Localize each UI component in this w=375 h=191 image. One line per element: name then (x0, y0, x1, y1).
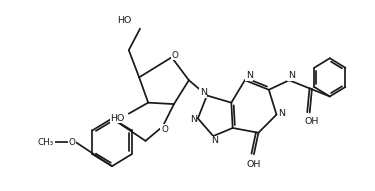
Text: HO: HO (117, 15, 131, 25)
Text: O: O (161, 125, 168, 134)
Text: O: O (172, 51, 179, 60)
Text: N: N (200, 88, 207, 97)
Text: OH: OH (304, 117, 319, 126)
Text: HO: HO (110, 114, 125, 123)
Text: O: O (69, 138, 76, 147)
Text: N: N (278, 109, 285, 118)
Text: N: N (211, 136, 218, 145)
Text: CH₃: CH₃ (38, 138, 54, 147)
Text: N: N (190, 115, 197, 124)
Text: N: N (288, 71, 295, 80)
Text: OH: OH (247, 160, 261, 169)
Text: N: N (246, 71, 253, 80)
